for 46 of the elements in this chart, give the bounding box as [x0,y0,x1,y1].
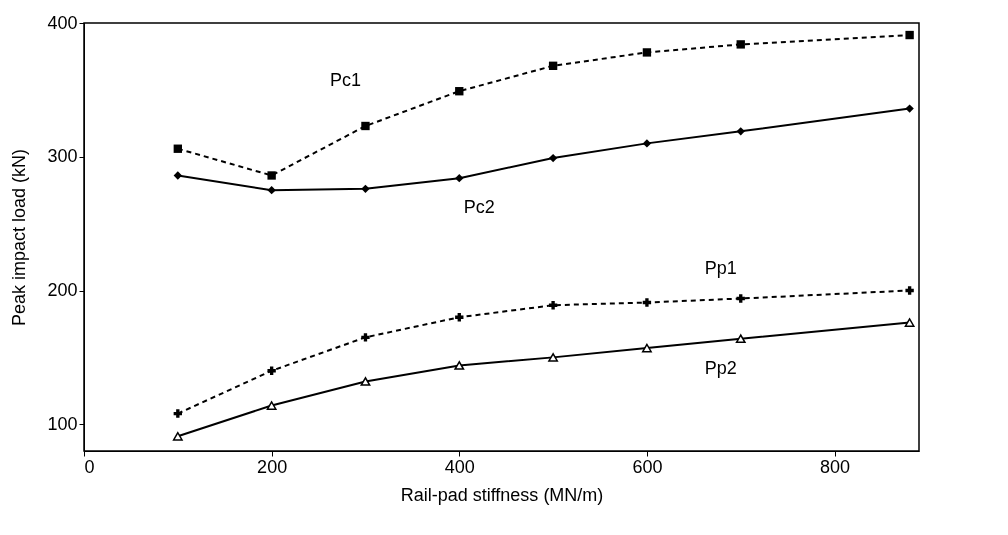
x-tick-label: 600 [632,456,663,477]
point [267,366,276,375]
point [173,144,182,153]
point [454,361,465,370]
point [642,48,652,57]
x-tick-label: 200 [257,456,288,477]
point [548,61,558,70]
point [361,121,370,131]
point [735,334,746,344]
x-tick-label: 400 [444,456,475,477]
y-tick-label: 300 [47,146,78,167]
point [736,40,745,49]
point [361,333,370,342]
point [455,173,464,183]
point [905,104,914,113]
point [642,139,652,148]
y-tick-label: 400 [47,12,78,33]
point [455,87,464,96]
x-tick-label: 800 [820,456,851,477]
x-tick-label: 0 [84,456,95,477]
point [361,184,370,194]
point [905,286,914,295]
y-tick-label: 100 [47,413,78,434]
series-label: Pp1 [704,257,737,278]
point [548,153,558,163]
point [548,353,559,362]
y-tick-label: 200 [47,280,78,300]
point [173,171,182,180]
x-axis-title: Rail-pad stiffness (MN/m) [400,484,604,505]
point [267,186,276,195]
point [736,294,745,303]
point [173,409,182,418]
point [172,431,183,441]
series-label: Pc1 [329,69,361,90]
point [642,298,652,307]
point [360,377,371,386]
y-axis-title: Peak impact load (kN) [9,148,30,327]
series-label: Pc2 [463,197,495,218]
point [267,171,276,180]
point [266,401,277,410]
point [736,127,745,136]
point [905,30,914,40]
point [904,318,915,327]
point [641,343,652,353]
series-label: Pp2 [704,357,737,378]
point [548,301,558,310]
